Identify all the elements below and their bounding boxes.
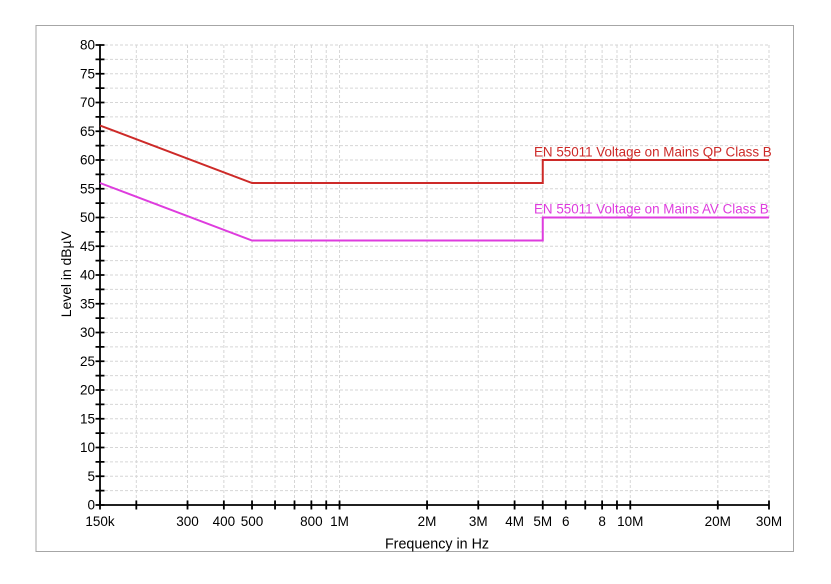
svg-text:5: 5: [87, 469, 95, 484]
svg-text:Frequency in Hz: Frequency in Hz: [385, 537, 489, 553]
svg-text:10: 10: [80, 440, 95, 455]
svg-text:15: 15: [80, 411, 95, 426]
svg-text:EN 55011 Voltage on Mains QP C: EN 55011 Voltage on Mains QP Class B: [534, 144, 772, 159]
svg-text:8: 8: [598, 514, 606, 529]
svg-text:5M: 5M: [533, 514, 552, 529]
svg-text:400: 400: [213, 514, 236, 529]
svg-text:20: 20: [80, 383, 95, 398]
svg-text:30M: 30M: [756, 514, 782, 529]
svg-text:55: 55: [80, 181, 95, 196]
svg-text:30: 30: [80, 325, 95, 340]
svg-text:80: 80: [80, 38, 95, 53]
svg-text:3M: 3M: [469, 514, 488, 529]
svg-text:EN 55011 Voltage on Mains AV C: EN 55011 Voltage on Mains AV Class B: [534, 202, 769, 217]
svg-text:500: 500: [241, 514, 264, 529]
svg-text:25: 25: [80, 354, 95, 369]
svg-text:65: 65: [80, 124, 95, 139]
svg-text:1M: 1M: [330, 514, 349, 529]
svg-text:40: 40: [80, 268, 95, 283]
svg-text:75: 75: [80, 66, 95, 81]
svg-text:150k: 150k: [85, 514, 115, 529]
svg-text:800: 800: [300, 514, 323, 529]
svg-text:45: 45: [80, 239, 95, 254]
svg-text:35: 35: [80, 296, 95, 311]
svg-text:2M: 2M: [418, 514, 437, 529]
svg-text:60: 60: [80, 153, 95, 168]
svg-text:4M: 4M: [505, 514, 524, 529]
svg-text:0: 0: [87, 498, 95, 513]
svg-text:6: 6: [562, 514, 570, 529]
svg-text:20M: 20M: [705, 514, 731, 529]
svg-text:50: 50: [80, 210, 95, 225]
svg-text:70: 70: [80, 95, 95, 110]
svg-text:Level in dBµV: Level in dBµV: [58, 230, 74, 317]
svg-text:10M: 10M: [617, 514, 643, 529]
svg-text:300: 300: [176, 514, 199, 529]
